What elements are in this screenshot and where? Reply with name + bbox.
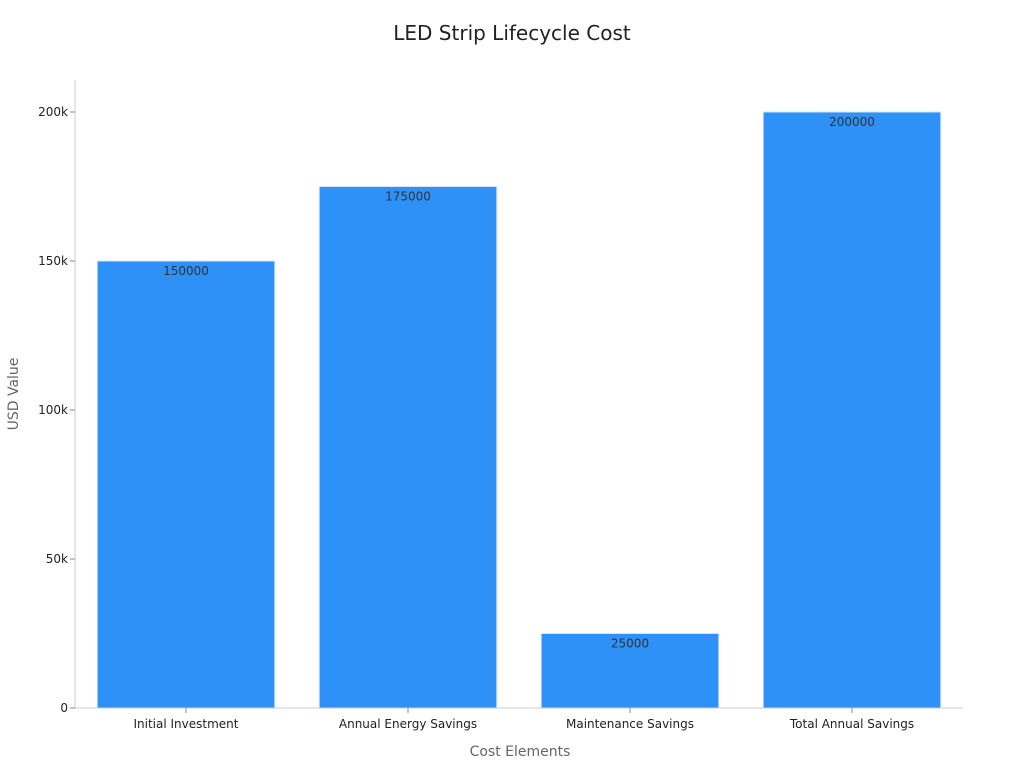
- bar-0: [96, 260, 276, 709]
- bar-2: [540, 633, 720, 709]
- x-tick-label-3: Total Annual Savings: [789, 717, 914, 731]
- y-tick-label-4: 200k: [38, 105, 68, 119]
- data-label-3: 200000: [829, 115, 875, 129]
- data-label-1: 175000: [385, 190, 431, 204]
- y-axis-label: USD Value: [6, 358, 22, 431]
- y-tick-label-1: 50k: [46, 552, 68, 566]
- axes-layer: [74, 80, 963, 709]
- y-tick-label-2: 100k: [38, 403, 68, 417]
- bar-3: [762, 111, 942, 709]
- y-tick-label-0: 0: [60, 701, 68, 715]
- x-tick-label-1: Annual Energy Savings: [339, 717, 477, 731]
- data-label-0: 150000: [163, 264, 209, 278]
- data-labels-layer: 150000 175000 25000 200000: [163, 115, 875, 651]
- x-tick-label-2: Maintenance Savings: [566, 717, 694, 731]
- x-tick-label-0: Initial Investment: [134, 717, 239, 731]
- x-axis-label: Cost Elements: [470, 744, 571, 760]
- data-label-2: 25000: [611, 637, 649, 651]
- bars-layer: [96, 111, 942, 709]
- bar-1: [318, 186, 498, 709]
- ticks-layer: Initial Investment Annual Energy Savings M…: [38, 105, 914, 731]
- y-tick-label-3: 150k: [38, 254, 68, 268]
- chart-title: LED Strip Lifecycle Cost: [393, 21, 631, 45]
